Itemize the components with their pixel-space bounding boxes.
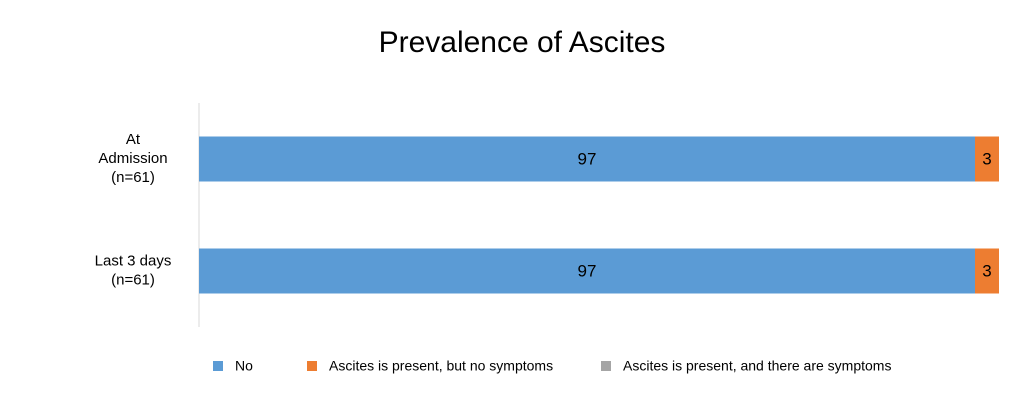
y-tick-label: Last 3 days (n=61) [95, 252, 172, 288]
legend-swatch [213, 361, 223, 371]
chart-title: Prevalence of Ascites [379, 26, 666, 59]
legend-swatch [601, 361, 611, 371]
bar-segment [199, 136, 975, 182]
bar-segment [975, 136, 999, 182]
legend-swatch [307, 361, 317, 371]
y-tick-label: At Admission (n=61) [98, 131, 167, 186]
value-label: 97 [578, 261, 597, 280]
value-label: 3 [982, 261, 991, 280]
value-label: 3 [982, 149, 991, 168]
legend-label: Ascites is present, but no symptoms [329, 358, 553, 374]
legend-label: No [235, 358, 253, 374]
value-label: 97 [578, 149, 597, 168]
bar-segment [975, 248, 999, 294]
bar-segment [199, 248, 975, 294]
legend-label: Ascites is present, and there are sympto… [623, 358, 891, 374]
